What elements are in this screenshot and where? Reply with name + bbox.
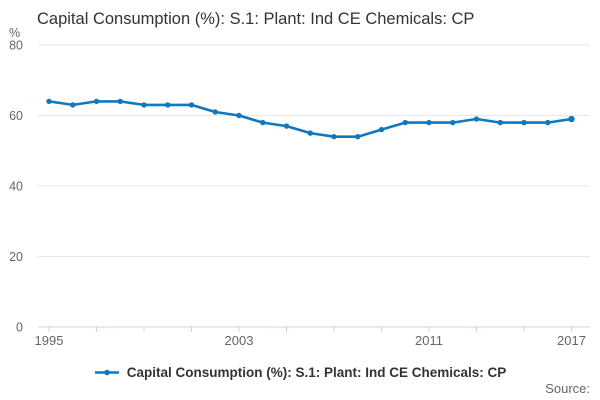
- x-tick-label: 2003: [225, 333, 254, 348]
- legend-item[interactable]: Capital Consumption (%): S.1: Plant: Ind…: [94, 365, 507, 380]
- data-point: [331, 133, 337, 140]
- x-tick-label: 1995: [35, 333, 64, 348]
- legend-label: Capital Consumption (%): S.1: Plant: Ind…: [126, 365, 507, 380]
- y-tick-label: 40: [9, 180, 23, 194]
- line-chart: 0 20 40 60 80% 1995 2003 2011 2017: [9, 26, 590, 348]
- data-point: [355, 133, 361, 140]
- data-point: [141, 102, 147, 108]
- data-point: [473, 116, 480, 122]
- data-point: [93, 98, 100, 105]
- data-point: [497, 119, 503, 126]
- data-point: [117, 98, 123, 105]
- y-tick-label: 0: [16, 321, 23, 335]
- data-point: [70, 102, 76, 108]
- data-point: [165, 102, 171, 108]
- data-point: [236, 112, 242, 119]
- data-point: [283, 123, 290, 129]
- data-point: [521, 119, 527, 126]
- data-point: [426, 119, 432, 126]
- legend: Capital Consumption (%): S.1: Plant: Ind…: [0, 365, 600, 383]
- legend-marker-dot: [103, 369, 110, 376]
- data-point: [46, 98, 52, 105]
- source-label: Source:: [545, 381, 590, 396]
- y-tick-label: 60: [9, 109, 23, 123]
- x-tick-label: 2017: [557, 333, 586, 348]
- data-point: [188, 102, 195, 108]
- data-point: [307, 130, 313, 136]
- chart-title: Capital Consumption (%): S.1: Plant: Ind…: [37, 10, 475, 28]
- data-point: [568, 115, 575, 123]
- x-tick-label: 2011: [415, 333, 443, 348]
- data-point: [402, 119, 408, 126]
- data-point: [545, 119, 551, 126]
- data-point: [260, 119, 266, 126]
- data-point: [378, 126, 385, 133]
- y-tick-label: 80: [9, 39, 23, 53]
- data-point: [212, 109, 218, 115]
- legend-line-marker-icon: [94, 369, 119, 376]
- y-axis-unit-label: %: [9, 26, 20, 40]
- y-tick-label: 20: [9, 250, 23, 264]
- data-point: [450, 119, 456, 126]
